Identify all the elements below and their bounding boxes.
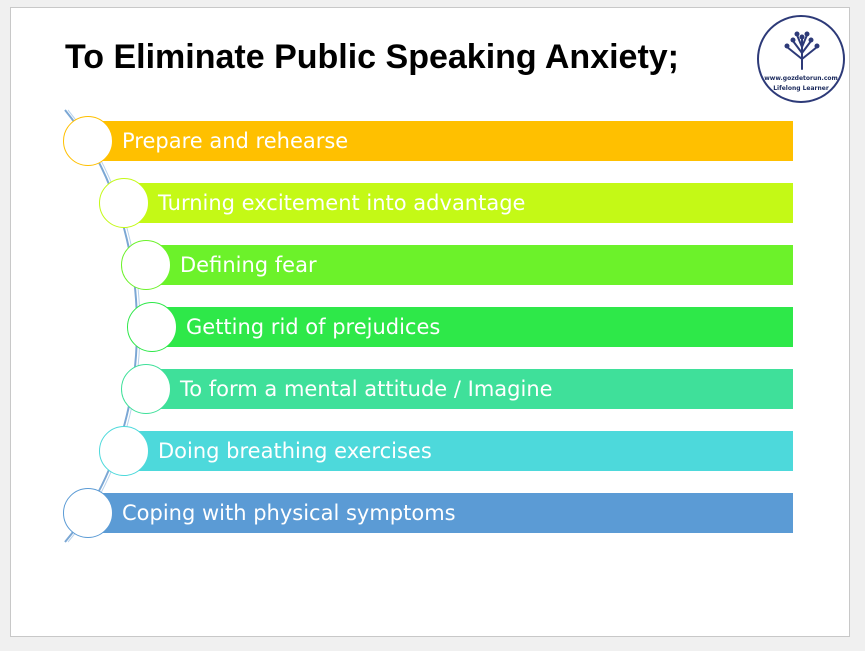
step-label: Getting rid of prejudices bbox=[186, 315, 441, 339]
step-bar: Coping with physical symptoms bbox=[88, 493, 793, 533]
step-bar: Getting rid of prejudices bbox=[152, 307, 793, 347]
step-bar: To form a mental attitude / Imagine bbox=[146, 369, 793, 409]
logo: www.gozdetorun.com Lifelong Learner bbox=[757, 15, 845, 103]
step-bar: Defining fear bbox=[146, 245, 793, 285]
slide-title: To Eliminate Public Speaking Anxiety; bbox=[65, 38, 680, 76]
step-node bbox=[99, 178, 149, 228]
step-bar: Turning excitement into advantage bbox=[124, 183, 793, 223]
step-bar: Prepare and rehearse bbox=[88, 121, 793, 161]
tree-icon bbox=[784, 31, 820, 70]
step-label: Defining fear bbox=[180, 253, 317, 277]
step-node bbox=[127, 302, 177, 352]
step-bar: Doing breathing exercises bbox=[124, 431, 793, 471]
step-node bbox=[121, 364, 171, 414]
step-node bbox=[99, 426, 149, 476]
step-label: Doing breathing exercises bbox=[158, 439, 432, 463]
step-node bbox=[63, 488, 113, 538]
logo-tagline: Lifelong Learner bbox=[773, 85, 829, 92]
step-label: Coping with physical symptoms bbox=[122, 501, 456, 525]
step-label: Prepare and rehearse bbox=[122, 129, 349, 153]
step-label: To form a mental attitude / Imagine bbox=[180, 377, 553, 401]
step-node bbox=[63, 116, 113, 166]
logo-website: www.gozdetorun.com bbox=[764, 75, 838, 82]
step-label: Turning excitement into advantage bbox=[158, 191, 526, 215]
slide: To Eliminate Public Speaking Anxiety; bbox=[10, 7, 850, 637]
step-node bbox=[121, 240, 171, 290]
